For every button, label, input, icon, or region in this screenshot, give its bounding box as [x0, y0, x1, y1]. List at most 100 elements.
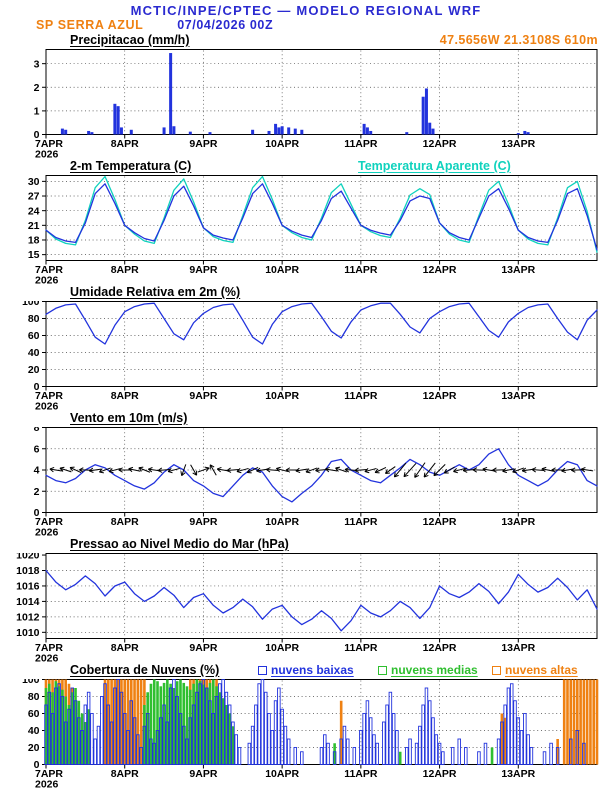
- svg-text:21: 21: [28, 220, 40, 232]
- svg-text:15: 15: [28, 249, 40, 261]
- svg-text:2026: 2026: [35, 275, 59, 287]
- panel-wind-titlerow: Vento em 10m (m/s): [0, 411, 612, 427]
- svg-text:1014: 1014: [16, 596, 40, 608]
- svg-text:24: 24: [28, 205, 40, 217]
- svg-text:2026: 2026: [35, 527, 59, 539]
- panel-humidity-titlerow: Umidade Relativa em 2m (%): [0, 285, 612, 301]
- svg-text:10APR: 10APR: [265, 642, 299, 654]
- svg-text:2026: 2026: [35, 779, 59, 791]
- legend-nuvens-medias: nuvens medias: [378, 663, 478, 677]
- svg-text:40: 40: [28, 725, 40, 737]
- svg-text:2026: 2026: [35, 149, 59, 161]
- panel-temperature: 2-m Temperatura (C) Temperatura Aparente…: [0, 159, 612, 287]
- panel-pressure-title: Pressao ao Nivel Medio do Mar (hPa): [70, 537, 289, 551]
- panel-cloudcover-titlerow: Cobertura de Nuvens (%) nuvens baixas nu…: [0, 663, 612, 679]
- legend-nuvens-altas: nuvens altas: [492, 663, 578, 677]
- svg-text:0: 0: [34, 129, 40, 141]
- svg-text:8APR: 8APR: [111, 390, 139, 402]
- svg-text:1012: 1012: [16, 611, 40, 623]
- svg-text:8APR: 8APR: [111, 768, 139, 780]
- svg-text:9APR: 9APR: [189, 768, 217, 780]
- svg-text:20: 20: [28, 742, 40, 754]
- panel-precipitation-title: Precipitacao (mm/h): [70, 33, 190, 47]
- panel-humidity-title: Umidade Relativa em 2m (%): [70, 285, 241, 299]
- svg-text:7APR: 7APR: [35, 390, 63, 402]
- legend-nuvens-baixas: nuvens baixas: [258, 663, 354, 677]
- svg-text:9APR: 9APR: [189, 390, 217, 402]
- svg-text:1: 1: [34, 105, 40, 117]
- svg-text:27: 27: [28, 191, 40, 203]
- svg-text:9APR: 9APR: [189, 264, 217, 276]
- svg-text:40: 40: [28, 347, 40, 359]
- svg-text:1020: 1020: [16, 553, 40, 562]
- svg-text:8: 8: [34, 427, 40, 434]
- svg-text:8APR: 8APR: [111, 642, 139, 654]
- svg-text:8APR: 8APR: [111, 138, 139, 150]
- panel-temperature-title: 2-m Temperatura (C): [70, 159, 192, 173]
- svg-text:2: 2: [34, 486, 40, 498]
- svg-text:20: 20: [28, 364, 40, 376]
- svg-text:10APR: 10APR: [265, 264, 299, 276]
- run-datetime: 07/04/2026 00Z: [177, 18, 274, 32]
- svg-text:13APR: 13APR: [501, 390, 535, 402]
- legend-label-altas: nuvens altas: [505, 663, 578, 677]
- svg-text:0: 0: [34, 381, 40, 393]
- svg-text:18: 18: [28, 235, 40, 247]
- svg-text:11APR: 11APR: [344, 390, 378, 402]
- svg-text:2026: 2026: [35, 653, 59, 665]
- svg-text:7APR: 7APR: [35, 138, 63, 150]
- svg-text:100: 100: [22, 301, 40, 308]
- svg-text:7APR: 7APR: [35, 264, 63, 276]
- legend-label-medias: nuvens medias: [391, 663, 478, 677]
- svg-text:10APR: 10APR: [265, 768, 299, 780]
- svg-text:11APR: 11APR: [344, 138, 378, 150]
- svg-text:8APR: 8APR: [111, 516, 139, 528]
- svg-text:7APR: 7APR: [35, 768, 63, 780]
- svg-text:0: 0: [34, 759, 40, 771]
- panel-precipitation-titlerow: Precipitacao (mm/h) 47.5656W 21.3108S 61…: [0, 33, 612, 49]
- svg-text:11APR: 11APR: [344, 516, 378, 528]
- svg-text:9APR: 9APR: [189, 516, 217, 528]
- svg-text:12APR: 12APR: [423, 390, 457, 402]
- svg-text:9APR: 9APR: [189, 138, 217, 150]
- svg-text:12APR: 12APR: [423, 516, 457, 528]
- svg-text:12APR: 12APR: [423, 138, 457, 150]
- svg-text:10APR: 10APR: [265, 516, 299, 528]
- svg-text:4: 4: [34, 465, 40, 477]
- svg-text:1018: 1018: [16, 565, 40, 577]
- page-title: MCTIC/INPE/CPTEC — MODELO REGIONAL WRF: [130, 3, 482, 18]
- svg-text:11APR: 11APR: [344, 768, 378, 780]
- svg-text:11APR: 11APR: [344, 264, 378, 276]
- station-name: SP SERRA AZUL: [36, 18, 144, 32]
- panel-cloudcover-title: Cobertura de Nuvens (%): [70, 663, 220, 677]
- svg-text:13APR: 13APR: [501, 516, 535, 528]
- svg-text:80: 80: [28, 691, 40, 703]
- panel-humidity: Umidade Relativa em 2m (%) 7APR 2026 8APR 9…: [0, 285, 612, 413]
- legend-swatch-baixas-icon: [258, 665, 267, 675]
- svg-text:12APR: 12APR: [423, 264, 457, 276]
- svg-text:2026: 2026: [35, 401, 59, 413]
- panel-precipitation: Precipitacao (mm/h) 47.5656W 21.3108S 61…: [0, 33, 612, 161]
- svg-text:12APR: 12APR: [423, 642, 457, 654]
- legend-swatch-medias-icon: [378, 665, 387, 675]
- station-line: SP SERRA AZUL 07/04/2026 00Z: [36, 18, 612, 32]
- svg-text:60: 60: [28, 330, 40, 342]
- svg-text:12APR: 12APR: [423, 768, 457, 780]
- svg-text:6: 6: [34, 443, 40, 455]
- svg-text:13APR: 13APR: [501, 138, 535, 150]
- svg-text:1016: 1016: [16, 581, 40, 593]
- svg-text:80: 80: [28, 313, 40, 325]
- station-coordinates: 47.5656W 21.3108S 610m: [439, 33, 598, 47]
- svg-text:60: 60: [28, 708, 40, 720]
- svg-text:13APR: 13APR: [501, 768, 535, 780]
- panel-cloudcover: Cobertura de Nuvens (%) nuvens baixas nu…: [0, 663, 612, 791]
- svg-text:11APR: 11APR: [344, 642, 378, 654]
- svg-text:10APR: 10APR: [265, 390, 299, 402]
